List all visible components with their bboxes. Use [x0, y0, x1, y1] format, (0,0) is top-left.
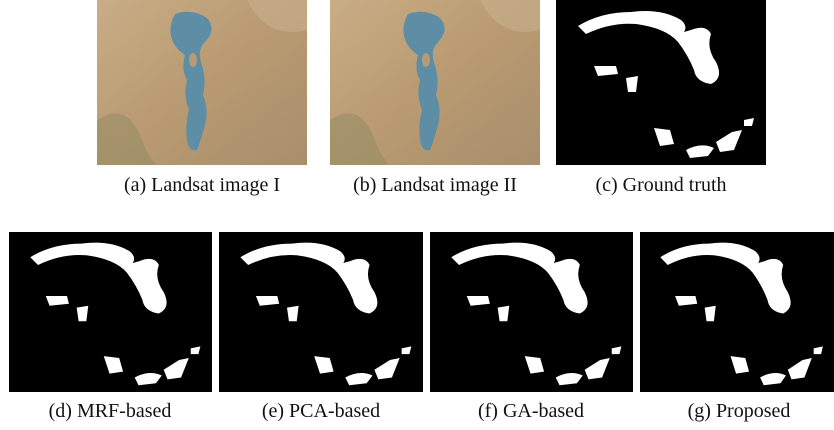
change-mask — [9, 232, 212, 392]
caption: (f) GA-based — [478, 400, 584, 423]
figure: (a) Landsat image I (b) Landsat image II… — [0, 0, 834, 430]
landsat-image — [330, 0, 540, 165]
caption: (a) Landsat image I — [124, 174, 280, 197]
change-mask — [430, 232, 633, 392]
change-mask — [219, 232, 423, 392]
caption: (d) MRF-based — [49, 400, 172, 423]
landsat-image — [97, 0, 307, 165]
caption: (g) Proposed — [688, 400, 791, 423]
caption: (b) Landsat image II — [353, 174, 517, 197]
change-mask — [640, 232, 834, 392]
caption: (c) Ground truth — [595, 174, 726, 197]
caption: (e) PCA-based — [262, 400, 380, 423]
change-mask — [556, 0, 766, 165]
